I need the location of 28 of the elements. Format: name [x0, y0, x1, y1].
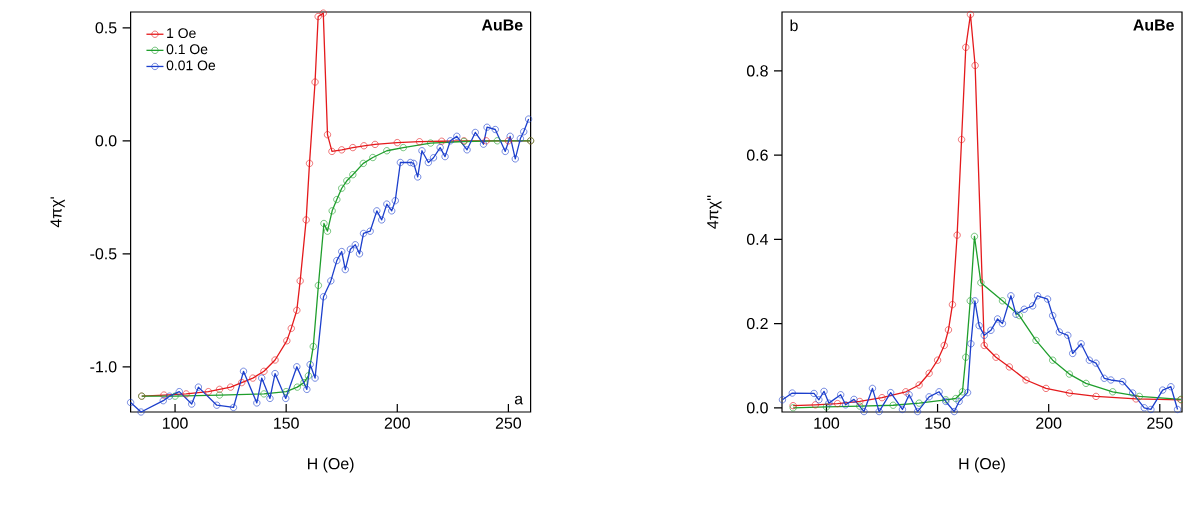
y-tick-label: -0.5 — [90, 248, 117, 260]
legend-label: 0.1 Oe — [166, 44, 208, 55]
legend-label: 0.01 Oe — [166, 60, 216, 71]
y-tick-label: 0.8 — [746, 65, 768, 77]
y-tick-label: 0.5 — [95, 22, 117, 34]
x-tick-label: 150 — [274, 417, 299, 429]
annotation: a — [514, 395, 524, 405]
x-tick-label: 200 — [384, 417, 410, 429]
x-tick-label: 250 — [495, 417, 522, 429]
y-tick-label: 0.6 — [746, 149, 768, 161]
y-tick-label: 0.2 — [746, 317, 768, 330]
x-tick-label: 100 — [814, 417, 840, 429]
x-axis-title: H (Oe) — [959, 457, 1005, 473]
y-axis-title: 4πχ'' — [707, 195, 722, 229]
x-tick-label: 200 — [1036, 417, 1062, 429]
y-tick-label: 0.4 — [746, 233, 769, 245]
x-axis-title: H (Oe) — [308, 457, 354, 473]
annotation: AuBe — [481, 19, 523, 31]
annotation: b — [790, 19, 798, 32]
y-tick-label: 0.0 — [746, 402, 768, 414]
x-tick-label: 100 — [162, 417, 188, 429]
x-tick-label: 250 — [1147, 417, 1173, 429]
x-tick-label: 150 — [925, 417, 951, 429]
y-tick-label: -1.0 — [90, 361, 117, 373]
y-axis-title: 4πχ' — [50, 197, 65, 228]
annotation: AuBe — [1133, 19, 1174, 31]
legend-label: 1 Oe — [167, 28, 196, 39]
y-tick-label: 0.0 — [95, 135, 117, 147]
